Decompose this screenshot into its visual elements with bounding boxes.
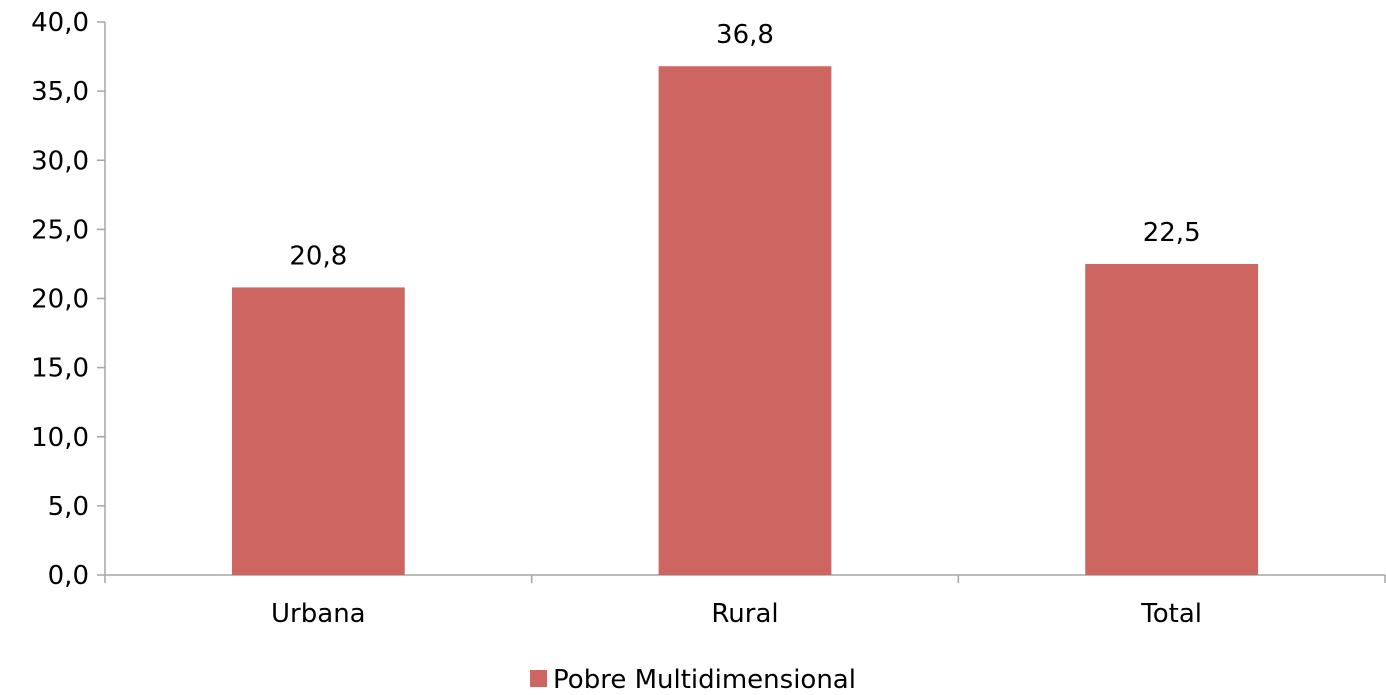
x-tick-label: Urbana [271,599,366,629]
bar [231,287,405,575]
y-tick-label: 35,0 [31,77,89,107]
data-labels: 20,8 36,8 22,5 [289,20,1200,271]
y-tick-label: 0,0 [48,561,89,591]
bar-value-label: 20,8 [289,241,347,271]
y-tick-label: 25,0 [31,215,89,245]
x-tick-label: Total [1140,599,1202,629]
y-tick-label: 20,0 [31,285,89,315]
y-tick-label: 30,0 [31,146,89,176]
y-tick-label: 5,0 [48,492,89,522]
bars [231,66,1259,576]
y-axis: 0,0 5,0 10,0 15,0 20,0 25,0 30,0 35,0 40,0 [31,8,106,591]
bar [1085,263,1259,575]
y-tick-label: 10,0 [31,423,89,453]
legend-label: Pobre Multidimensional [553,665,856,691]
x-axis: Urbana Rural Total [104,574,1386,629]
x-tick-label: Rural [711,599,778,629]
y-tick-label: 40,0 [31,8,89,38]
legend-swatch [530,670,548,687]
bar [658,66,832,576]
bar-value-label: 22,5 [1143,218,1201,248]
legend: Pobre Multidimensional [530,665,856,695]
bar-value-label: 36,8 [716,20,774,50]
y-tick-label: 15,0 [31,354,89,384]
